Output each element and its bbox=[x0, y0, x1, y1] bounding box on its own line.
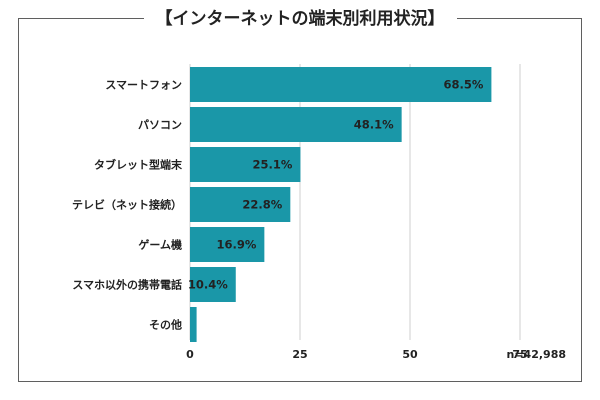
category-label: パソコン bbox=[138, 119, 182, 132]
data-label: 48.1% bbox=[354, 118, 394, 132]
data-label: 68.5% bbox=[443, 78, 483, 92]
x-tick-label: 75 bbox=[512, 348, 527, 361]
bars bbox=[190, 67, 492, 342]
data-label: 16.9% bbox=[216, 238, 256, 252]
data-label: 25.1% bbox=[253, 158, 293, 172]
bar bbox=[190, 107, 402, 142]
x-tick-labels: 0 25 50 75 bbox=[186, 348, 527, 361]
bar bbox=[190, 267, 236, 302]
category-label: その他 bbox=[149, 318, 182, 332]
data-label: 22.8% bbox=[242, 198, 282, 212]
category-label: タブレット型端末 bbox=[94, 158, 183, 172]
category-label: スマートフォン bbox=[105, 79, 182, 92]
chart-title: 【インターネットの端末別利用状況】 bbox=[143, 7, 457, 31]
x-tick-label: 0 bbox=[186, 348, 194, 361]
bar bbox=[190, 307, 197, 342]
category-label: テレビ（ネット接続） bbox=[72, 198, 182, 212]
category-label: ゲーム機 bbox=[138, 238, 182, 252]
x-tick-label: 50 bbox=[402, 348, 418, 361]
data-label: 10.4% bbox=[188, 278, 228, 292]
sample-size-note: n=42,988 bbox=[506, 348, 567, 361]
bar bbox=[190, 227, 265, 262]
bar bbox=[190, 147, 301, 182]
category-label: スマホ以外の携帯電話 bbox=[72, 278, 182, 292]
value-labels: 68.5% 48.1% 25.1% 22.8% 16.9% 10.4% bbox=[188, 78, 484, 292]
x-tick-label: 25 bbox=[292, 348, 307, 361]
bar bbox=[190, 187, 291, 222]
chart-title-wrap: 【インターネットの端末別利用状況】 bbox=[0, 7, 600, 31]
bar bbox=[190, 67, 492, 102]
